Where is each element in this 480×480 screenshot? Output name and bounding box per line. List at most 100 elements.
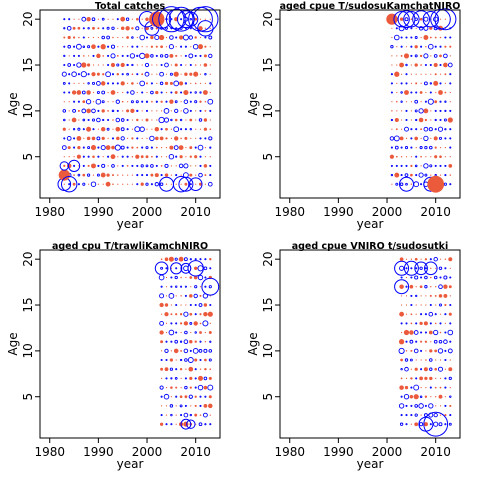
bubble bbox=[400, 91, 403, 94]
bubble bbox=[444, 423, 447, 426]
bubble bbox=[425, 45, 427, 48]
bubble bbox=[424, 340, 428, 343]
bubble bbox=[169, 404, 174, 408]
bubble bbox=[185, 64, 187, 66]
bubble bbox=[131, 82, 134, 85]
bubble bbox=[165, 127, 168, 131]
bubble bbox=[420, 137, 422, 139]
bubble bbox=[190, 46, 192, 48]
bubble bbox=[155, 100, 158, 103]
bubble bbox=[391, 27, 393, 29]
bubble bbox=[401, 110, 403, 112]
bubble bbox=[400, 164, 403, 167]
bubble bbox=[183, 321, 189, 326]
bubble bbox=[433, 54, 438, 58]
bubble bbox=[187, 357, 194, 363]
bubble bbox=[146, 128, 148, 130]
bubble bbox=[63, 156, 65, 158]
bubble bbox=[405, 101, 408, 103]
y-axis-label: Age bbox=[246, 92, 260, 115]
bubble bbox=[170, 64, 172, 66]
bubble bbox=[419, 146, 423, 150]
bubble bbox=[161, 110, 163, 112]
bubble bbox=[165, 286, 168, 288]
x-tick-label: 2000 bbox=[372, 205, 403, 219]
bubble bbox=[179, 322, 183, 325]
bubble bbox=[410, 183, 413, 185]
bubble bbox=[169, 367, 173, 371]
bubble bbox=[410, 27, 413, 30]
bubble bbox=[71, 71, 77, 77]
bubble bbox=[414, 54, 418, 58]
bubble bbox=[68, 18, 71, 21]
bubble bbox=[174, 136, 179, 141]
bubble bbox=[415, 377, 418, 380]
bubble bbox=[63, 18, 66, 21]
bubble bbox=[193, 275, 198, 280]
bubble bbox=[164, 367, 169, 372]
bubble bbox=[448, 367, 453, 372]
bubble bbox=[131, 73, 134, 75]
bubble bbox=[444, 36, 447, 39]
bubble bbox=[429, 358, 433, 362]
bubble bbox=[204, 36, 207, 39]
bubble bbox=[189, 376, 193, 380]
bubble bbox=[174, 275, 178, 280]
bubble bbox=[180, 128, 183, 131]
bubble bbox=[423, 35, 429, 40]
bubble bbox=[165, 295, 168, 297]
bubble bbox=[390, 164, 393, 167]
bubble bbox=[179, 395, 183, 399]
bubble bbox=[159, 136, 164, 141]
bubble bbox=[414, 275, 419, 280]
bubble bbox=[96, 136, 101, 141]
bubble bbox=[164, 81, 169, 86]
bubble bbox=[449, 156, 451, 158]
bubble bbox=[174, 257, 178, 261]
bubble bbox=[193, 266, 198, 271]
bubble bbox=[116, 54, 119, 57]
bubble bbox=[190, 286, 192, 288]
bubble bbox=[184, 182, 188, 186]
bubble bbox=[91, 118, 96, 122]
bubble bbox=[184, 285, 187, 288]
bubble bbox=[156, 82, 158, 84]
bubble bbox=[448, 164, 453, 168]
bubble bbox=[434, 128, 437, 131]
bubble bbox=[449, 387, 451, 389]
bubble bbox=[204, 358, 207, 362]
bubble bbox=[448, 285, 452, 289]
bubble bbox=[434, 322, 437, 325]
bubble bbox=[209, 164, 212, 167]
bubble bbox=[203, 127, 207, 131]
bubble bbox=[92, 128, 95, 131]
bubble bbox=[115, 126, 121, 132]
bubble bbox=[433, 80, 439, 86]
bubble bbox=[141, 119, 143, 121]
bubble bbox=[405, 258, 408, 260]
bubble bbox=[414, 109, 418, 113]
bubble bbox=[434, 386, 437, 389]
bubble bbox=[139, 52, 146, 60]
bubble bbox=[437, 348, 444, 354]
plot-frame bbox=[39, 9, 221, 199]
bubble bbox=[443, 293, 448, 298]
bubble bbox=[190, 405, 192, 407]
bubble bbox=[102, 73, 105, 76]
bubble bbox=[405, 182, 408, 186]
bubble bbox=[420, 349, 423, 352]
bubble bbox=[107, 165, 109, 167]
bubble bbox=[204, 174, 207, 177]
bubble bbox=[189, 321, 193, 325]
bubble bbox=[396, 55, 398, 57]
bubble bbox=[91, 163, 96, 169]
bubble bbox=[180, 295, 182, 297]
bubble bbox=[63, 45, 66, 48]
bubble bbox=[122, 183, 124, 185]
bubble bbox=[449, 276, 452, 279]
bubble bbox=[208, 358, 212, 362]
bubble bbox=[170, 183, 172, 185]
bubble bbox=[86, 136, 91, 141]
bubble bbox=[107, 54, 110, 57]
bubble bbox=[194, 395, 197, 398]
